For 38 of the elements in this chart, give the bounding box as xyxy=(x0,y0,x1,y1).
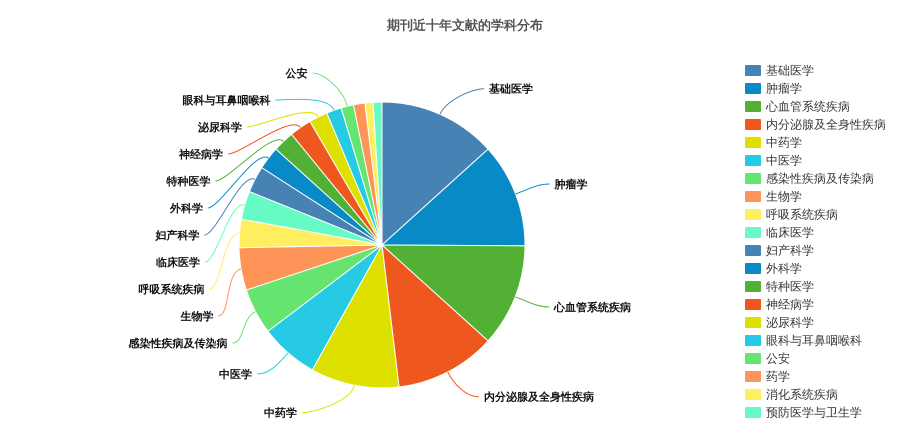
legend-label: 生物学 xyxy=(766,190,802,204)
slice-label: 临床医学 xyxy=(156,256,200,269)
slice-label: 神经病学 xyxy=(178,148,224,161)
legend-label: 外科学 xyxy=(766,262,802,276)
slice-label: 特种医学 xyxy=(166,174,211,188)
slice-label: 心血管系统疾病 xyxy=(553,300,632,314)
slice-label: 内分泌腺及全身性疾病 xyxy=(484,390,594,404)
slice-label: 肿瘤学 xyxy=(554,178,588,191)
legend-label: 内分泌腺及全身性疾病 xyxy=(766,118,886,132)
slice-label: 中药学 xyxy=(264,406,297,420)
legend-label: 消化系统疾病 xyxy=(766,388,838,402)
legend-label: 神经病学 xyxy=(766,298,814,312)
slice-label: 妇产科学 xyxy=(154,228,200,242)
slice-label: 眼科与耳鼻咽喉科 xyxy=(182,94,270,107)
legend-label: 肿瘤学 xyxy=(766,82,802,96)
legend-label: 中医学 xyxy=(766,154,802,168)
legend-label: 临床医学 xyxy=(766,226,814,240)
legend-label: 眼科与耳鼻咽喉科 xyxy=(766,334,862,348)
legend-label: 呼吸系统疾病 xyxy=(766,208,838,222)
legend-label: 预防医学与卫生学 xyxy=(766,406,862,420)
legend-label: 妇产科学 xyxy=(766,244,814,258)
slice-label: 生物学 xyxy=(179,310,214,323)
legend-label: 特种医学 xyxy=(766,280,814,294)
legend-label: 泌尿科学 xyxy=(766,316,814,330)
legend-label: 中药学 xyxy=(766,136,802,150)
slice-label: 感染性疾病及传染病 xyxy=(127,336,228,350)
legend-label: 基础医学 xyxy=(766,64,814,78)
slice-label: 公安 xyxy=(284,66,308,80)
legend-label: 药学 xyxy=(766,370,790,384)
slice-label: 呼吸系统疾病 xyxy=(138,282,204,296)
chart-title: 期刊近十年文献的学科分布 xyxy=(386,18,543,34)
slice-label: 外科学 xyxy=(168,202,203,215)
slice-label: 中医学 xyxy=(219,368,252,381)
slice-label: 基础医学 xyxy=(488,82,534,96)
legend-label: 感染性疾病及传染病 xyxy=(766,172,874,186)
legend-label: 心血管系统疾病 xyxy=(765,100,850,114)
slice-label: 泌尿科学 xyxy=(197,120,242,134)
legend-label: 公安 xyxy=(766,352,790,366)
